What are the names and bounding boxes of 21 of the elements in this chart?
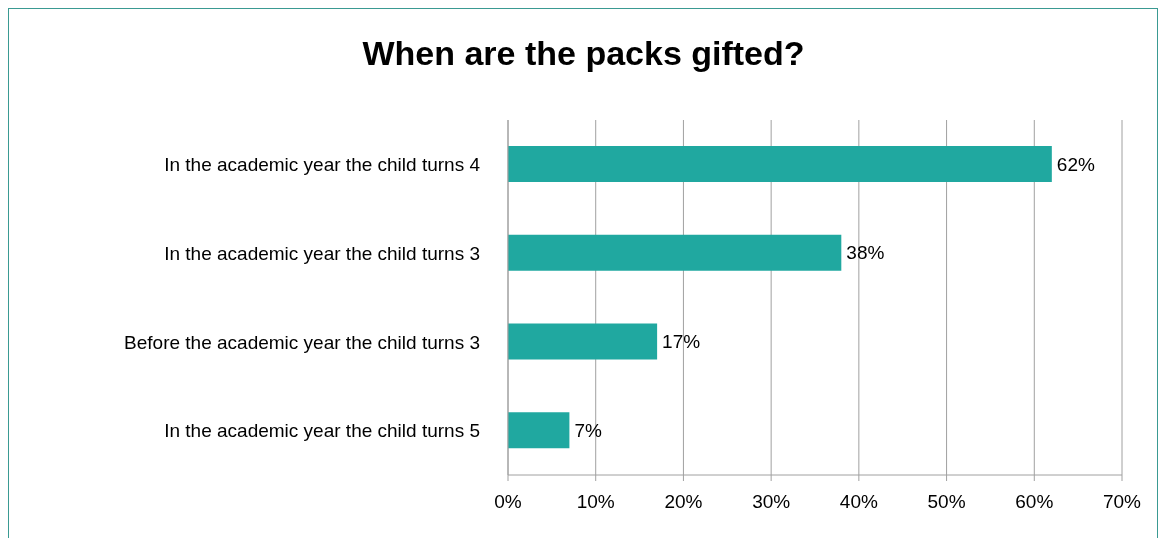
data-label: 17% (662, 331, 701, 353)
bar (508, 323, 658, 360)
bar (508, 146, 1052, 182)
y-tick-label: In the academic year the child turns 3 (164, 242, 480, 264)
x-tick-label: 50% (927, 491, 966, 513)
bar (508, 412, 570, 449)
y-tick-label: In the academic year the child turns 5 (164, 420, 480, 442)
x-tick-label: 30% (752, 491, 791, 513)
data-label: 62% (1056, 153, 1095, 175)
data-label: 38% (846, 242, 885, 264)
x-tick-label: 10% (576, 491, 615, 513)
y-tick-label: In the academic year the child turns 4 (164, 154, 481, 176)
x-tick-label: 0% (494, 491, 522, 513)
chart-title: When are the packs gifted? (361, 34, 806, 73)
data-label: 7% (574, 419, 602, 441)
x-tick-label: 70% (1102, 491, 1142, 513)
y-tick-label: Before the academic year the child turns 3 (124, 331, 480, 353)
x-tick-label: 60% (1015, 491, 1054, 513)
bar (508, 234, 842, 271)
x-tick-label: 40% (839, 491, 878, 513)
x-tick-label: 20% (664, 491, 703, 513)
